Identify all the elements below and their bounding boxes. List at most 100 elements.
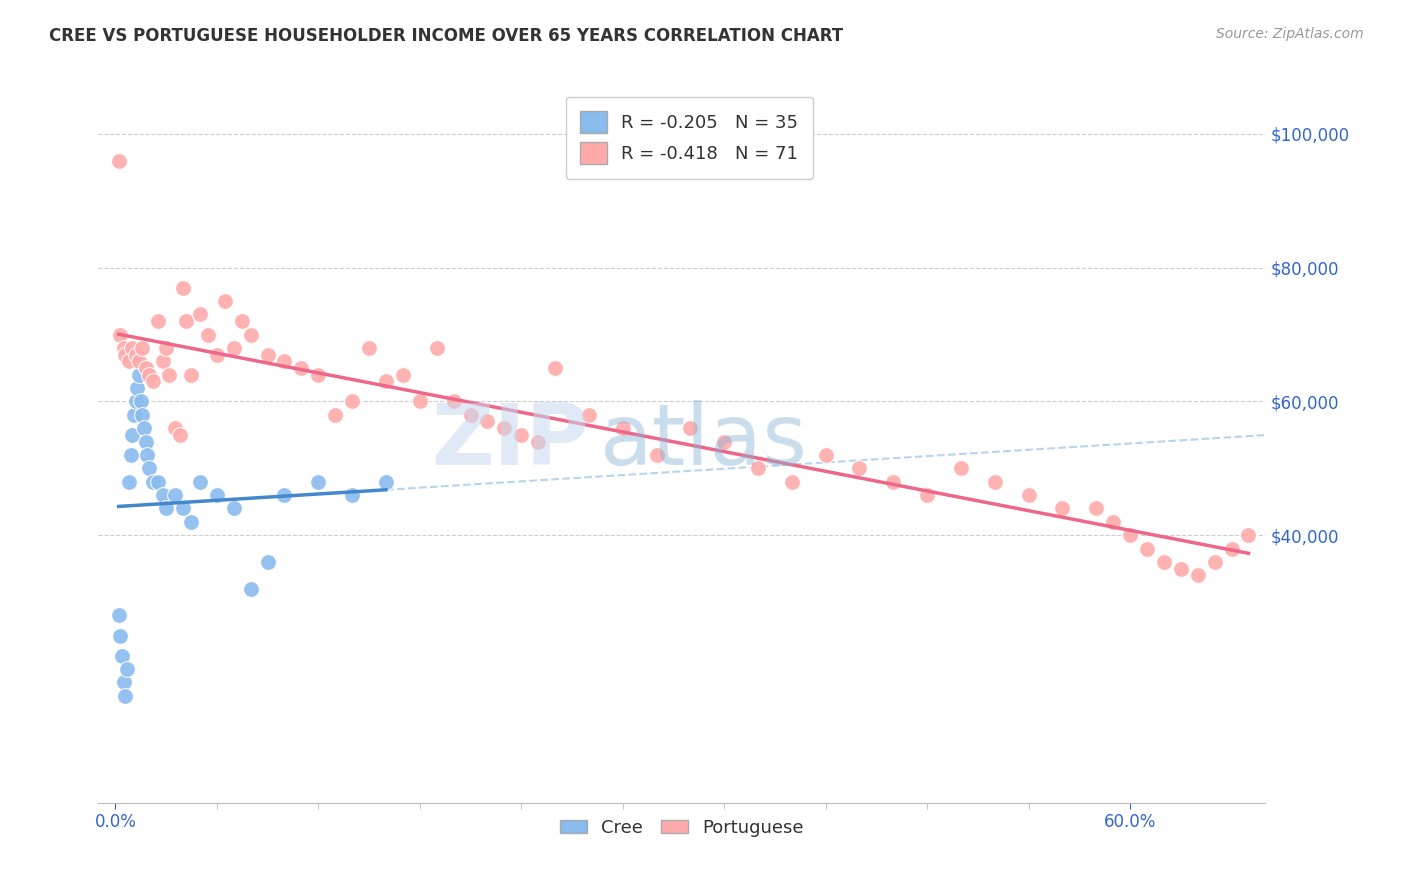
Text: CREE VS PORTUGUESE HOUSEHOLDER INCOME OVER 65 YEARS CORRELATION CHART: CREE VS PORTUGUESE HOUSEHOLDER INCOME OV… [49, 27, 844, 45]
Point [780, 475, 803, 489]
Point [146, 314, 169, 328]
Text: atlas: atlas [600, 400, 808, 483]
Point [128, 354, 150, 368]
Point [205, 348, 228, 362]
Point [169, 427, 191, 442]
Point [155, 341, 177, 355]
Point [392, 368, 415, 382]
Point [111, 648, 134, 663]
Point [713, 434, 735, 449]
Point [814, 448, 837, 462]
Point [172, 281, 194, 295]
Point [163, 488, 186, 502]
Point [256, 348, 278, 362]
Text: ZIP: ZIP [430, 400, 589, 483]
Point [510, 427, 533, 442]
Text: Source: ZipAtlas.com: Source: ZipAtlas.com [1216, 27, 1364, 41]
Point [239, 582, 262, 596]
Point [477, 414, 499, 428]
Point [374, 475, 396, 489]
Point [155, 501, 177, 516]
Point [340, 394, 363, 409]
Point [239, 327, 262, 342]
Point [115, 662, 138, 676]
Point [578, 408, 600, 422]
Point [205, 488, 228, 502]
Point [460, 408, 482, 422]
Legend: Cree, Portuguese: Cree, Portuguese [553, 812, 811, 845]
Point [138, 368, 160, 382]
Point [231, 314, 253, 328]
Point [340, 488, 363, 502]
Point [1153, 555, 1175, 569]
Point [114, 348, 136, 362]
Point [747, 461, 769, 475]
Point [110, 628, 132, 642]
Point [443, 394, 465, 409]
Point [357, 341, 380, 355]
Point [1052, 501, 1074, 516]
Point [612, 421, 634, 435]
Point [915, 488, 938, 502]
Point [124, 348, 146, 362]
Point [135, 361, 157, 376]
Point [214, 293, 236, 308]
Point [323, 408, 346, 422]
Point [110, 327, 132, 342]
Point [176, 314, 198, 328]
Point [163, 421, 186, 435]
Point [188, 307, 211, 321]
Point [112, 675, 135, 690]
Point [307, 368, 329, 382]
Point [121, 427, 143, 442]
Point [409, 394, 432, 409]
Point [527, 434, 550, 449]
Point [273, 488, 295, 502]
Point [984, 475, 1007, 489]
Point [544, 361, 567, 376]
Point [114, 689, 136, 703]
Point [273, 354, 295, 368]
Point [131, 408, 153, 422]
Point [1102, 515, 1125, 529]
Point [132, 421, 155, 435]
Point [949, 461, 972, 475]
Point [120, 448, 142, 462]
Point [118, 475, 141, 489]
Point [152, 488, 174, 502]
Point [128, 368, 150, 382]
Point [124, 394, 146, 409]
Point [222, 341, 245, 355]
Point [172, 501, 194, 516]
Point [1187, 568, 1209, 582]
Point [131, 341, 153, 355]
Point [141, 375, 163, 389]
Point [138, 461, 160, 475]
Point [112, 341, 135, 355]
Point [494, 421, 516, 435]
Point [290, 361, 312, 376]
Point [107, 153, 129, 168]
Point [1136, 541, 1159, 556]
Point [1085, 501, 1108, 516]
Point [127, 381, 149, 395]
Point [679, 421, 702, 435]
Point [146, 475, 169, 489]
Point [141, 475, 163, 489]
Point [222, 501, 245, 516]
Point [426, 341, 449, 355]
Point [256, 555, 278, 569]
Point [1237, 528, 1260, 542]
Point [374, 375, 396, 389]
Point [1119, 528, 1142, 542]
Point [180, 515, 202, 529]
Point [136, 448, 159, 462]
Point [135, 434, 157, 449]
Point [152, 354, 174, 368]
Point [180, 368, 202, 382]
Point [1170, 562, 1192, 576]
Point [121, 341, 143, 355]
Point [129, 394, 152, 409]
Point [1204, 555, 1226, 569]
Point [848, 461, 870, 475]
